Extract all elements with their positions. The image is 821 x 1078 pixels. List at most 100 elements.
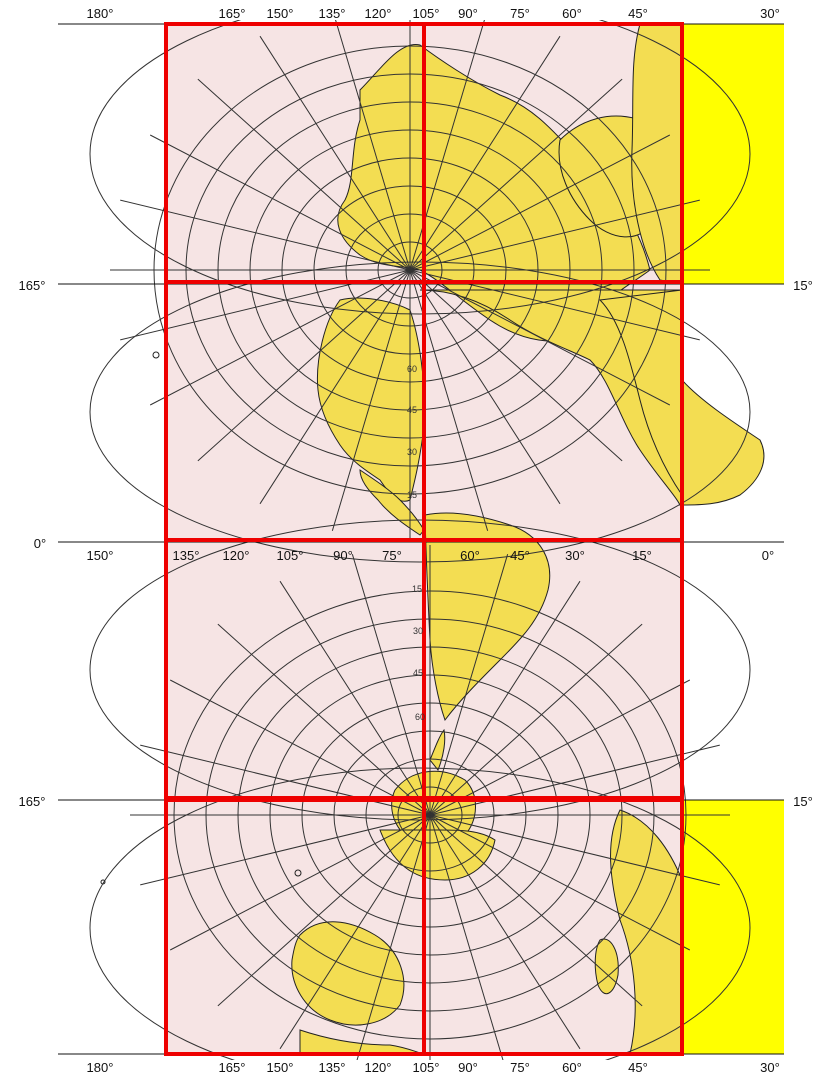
highlight-strip-bottom <box>682 800 784 1054</box>
labels-top-9: 45° <box>628 6 648 21</box>
meridian-1-17 <box>351 554 431 816</box>
meridian-1-5 <box>429 814 504 1060</box>
land-madagascar <box>594 938 619 995</box>
labels-row3-6: 60° <box>460 548 480 563</box>
labels-bottom-9: 45° <box>628 1060 648 1075</box>
meridian-1-8 <box>279 814 431 1050</box>
labels-row3-8: 30° <box>565 548 585 563</box>
labels-row3-5: 75° <box>382 548 402 563</box>
meridian-1-9 <box>217 814 431 1007</box>
lune-boundary-1 <box>89 261 751 563</box>
meridian-0-9 <box>197 269 411 462</box>
meridian-1-1 <box>429 814 720 886</box>
meridian-0-17 <box>335 20 411 271</box>
labels-top-5: 105° <box>413 6 440 21</box>
meridian-0-8 <box>259 269 411 505</box>
latitude-labels: 60 45 30 15 15 30 45 60 <box>407 364 425 722</box>
meridian-0-23 <box>409 199 700 271</box>
labels-bottom-6: 90° <box>458 1060 478 1075</box>
lune-boundary-2 <box>89 519 751 821</box>
meridian-0-13 <box>120 199 411 271</box>
meridian-0-2 <box>409 269 671 406</box>
meridian-1-3 <box>429 814 643 1007</box>
labels-bottom-10: 30° <box>760 1060 780 1075</box>
lune-boundary-0 <box>89 20 751 315</box>
meridian-0-20 <box>409 35 561 271</box>
lat-label-3: 15 <box>407 490 417 500</box>
meridian-1-14 <box>169 679 431 816</box>
land-europe-edge <box>631 23 683 285</box>
meridian-1-15 <box>217 623 431 816</box>
left-label-0: 165° <box>19 278 46 293</box>
meridian-1-21 <box>429 623 643 816</box>
right-label-1: 15° <box>793 794 813 809</box>
land-australia <box>291 921 405 1026</box>
equator-longitude-labels: 150° 135° 120° 105° 90° 75° 60° 45° 30° 15° 0° <box>87 548 775 563</box>
labels-bottom-5: 105° <box>413 1060 440 1075</box>
island-3 <box>294 869 302 877</box>
left-label-2: 165° <box>19 794 46 809</box>
island-1 <box>152 351 160 359</box>
meridian-1-4 <box>429 814 581 1050</box>
left-labels: 165° 0° 165° <box>19 278 47 809</box>
labels-top-2: 150° <box>267 6 294 21</box>
labels-bottom-2: 150° <box>267 1060 294 1075</box>
labels-bottom-4: 120° <box>365 1060 392 1075</box>
labels-row3-0: 150° <box>87 548 114 563</box>
labels-top-3: 135° <box>319 6 346 21</box>
meridian-1-11 <box>140 814 431 886</box>
right-label-0: 15° <box>793 278 813 293</box>
lat-label-5: 30 <box>413 626 423 636</box>
labels-row3-10: 0° <box>762 548 774 563</box>
right-labels: 15° 15° <box>793 278 813 809</box>
labels-bottom-8: 60° <box>562 1060 582 1075</box>
meridian-1-16 <box>279 580 431 816</box>
labels-top-7: 75° <box>510 6 530 21</box>
lat-label-6: 45 <box>413 668 423 678</box>
meridian-0-14 <box>149 134 411 271</box>
meridian-1-20 <box>429 580 581 816</box>
highlight-strip-top <box>682 24 784 284</box>
meridian-1-22 <box>429 679 691 816</box>
bottom-longitude-labels: 180° 165° 150° 135° 120° 105° 90° 75° 60° 45° 30° <box>87 1060 780 1075</box>
lat-label-0: 60 <box>407 364 417 374</box>
labels-top-1: 165° <box>219 6 246 21</box>
labels-top-8: 60° <box>562 6 582 21</box>
labels-row3-9: 15° <box>632 548 652 563</box>
lat-label-2: 30 <box>407 447 417 457</box>
lat-label-1: 45 <box>407 405 417 415</box>
meridian-0-10 <box>149 269 411 406</box>
meridian-0-21 <box>409 78 623 271</box>
labels-bottom-7: 75° <box>510 1060 530 1075</box>
labels-row3-2: 120° <box>223 548 250 563</box>
red-tile-r4c2[interactable] <box>422 798 684 1056</box>
meridian-1-2 <box>429 814 691 951</box>
labels-bottom-0: 180° <box>87 1060 114 1075</box>
top-longitude-labels: 180° 165° 150° 135° 120° 105° 90° 75° 60° 45° 30° <box>87 6 780 21</box>
lat-label-4: 15 <box>412 584 422 594</box>
labels-row3-7: 45° <box>510 548 530 563</box>
labels-bottom-1: 165° <box>219 1060 246 1075</box>
meridian-1-10 <box>169 814 431 951</box>
meridian-0-3 <box>409 269 623 462</box>
labels-top-6: 90° <box>458 6 478 21</box>
red-grid <box>164 22 684 1056</box>
meridian-0-16 <box>259 35 411 271</box>
meridian-0-22 <box>409 134 671 271</box>
labels-top-0: 180° <box>87 6 114 21</box>
meridian-0-4 <box>409 269 561 505</box>
lune-boundary-3 <box>89 767 751 1060</box>
meridian-0-15 <box>197 78 411 271</box>
meridian-1-7 <box>356 814 431 1060</box>
meridian-1-13 <box>140 744 431 816</box>
left-label-1: 0° <box>34 536 46 551</box>
land-africa-east <box>681 378 765 506</box>
lat-label-7: 60 <box>415 712 425 722</box>
labels-row3-1: 135° <box>173 548 200 563</box>
labels-top-10: 30° <box>760 6 780 21</box>
labels-bottom-3: 135° <box>319 1060 346 1075</box>
land-africa <box>598 289 683 497</box>
labels-top-4: 120° <box>365 6 392 21</box>
meridian-1-23 <box>429 744 720 816</box>
